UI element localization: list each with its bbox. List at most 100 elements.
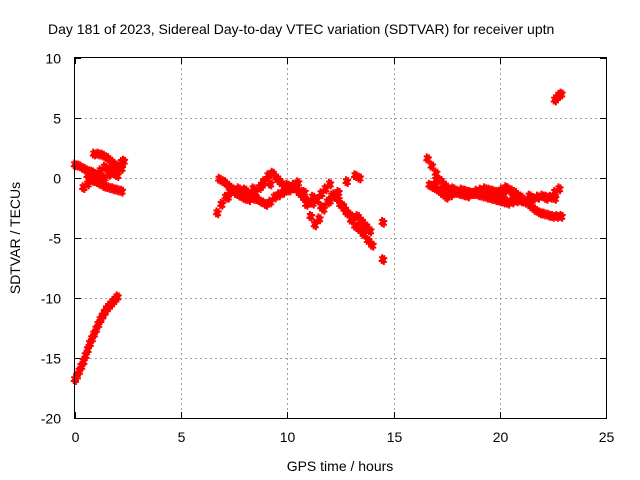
data-point-overplot <box>100 161 107 168</box>
data-point-overplot <box>115 161 122 168</box>
data-point-overplot <box>557 211 564 217</box>
data-point-overplot <box>100 181 107 187</box>
data-point-overplot <box>117 185 124 192</box>
data-point-overplot <box>518 196 525 203</box>
data-point-overplot <box>517 191 524 198</box>
data-point-overplot <box>366 225 373 232</box>
data-point-overplot <box>557 188 564 195</box>
data-point-overplot <box>430 182 437 189</box>
data-point-overplot <box>91 333 98 340</box>
data-point-overplot <box>432 167 439 174</box>
data-point-overplot <box>343 176 350 183</box>
chart-title: Day 181 of 2023, Sidereal Day-to-day VTE… <box>48 21 554 37</box>
data-point-overplot <box>253 194 260 201</box>
data-point-overplot <box>535 196 542 203</box>
data-point-overplot <box>219 203 226 210</box>
y-tick-label: -10 <box>41 291 61 307</box>
data-point-overplot <box>262 199 269 205</box>
y-tick-label: 10 <box>45 51 61 67</box>
data-point-overplot <box>510 196 517 203</box>
data-point-overplot <box>485 184 492 191</box>
data-point-overplot <box>87 343 94 349</box>
data-point-overplot <box>283 179 290 186</box>
data-point-overplot <box>219 176 226 183</box>
data-point-overplot <box>362 220 369 227</box>
data-point-overplot <box>540 208 547 215</box>
data-point-overplot <box>249 183 256 190</box>
data-point-overplot <box>340 203 347 210</box>
data-point-overplot <box>466 187 473 193</box>
data-point-overplot <box>444 196 451 203</box>
data-point-overplot <box>481 183 488 190</box>
y-tick-label: -5 <box>49 231 62 247</box>
data-point-overplot <box>323 188 330 195</box>
data-point-overplot <box>242 189 249 196</box>
data-point-overplot <box>353 211 360 217</box>
data-point-overplot <box>379 217 386 223</box>
data-point-overplot <box>425 179 432 186</box>
data-point-overplot <box>96 323 103 330</box>
data-point-overplot <box>89 338 96 345</box>
data-point-overplot <box>79 163 86 169</box>
data-point-overplot <box>88 173 95 180</box>
data-point-overplot <box>438 188 445 195</box>
data-point-overplot <box>330 189 337 196</box>
data-point-overplot <box>483 189 490 196</box>
data-point-overplot <box>109 183 116 190</box>
data-point-overplot <box>527 195 534 202</box>
data-point-overplot <box>491 188 498 195</box>
data-point-overplot <box>98 170 105 177</box>
data-point-overplot <box>79 365 86 372</box>
x-tick-label: 25 <box>599 429 615 445</box>
data-point-overplot <box>94 148 101 155</box>
data-point-overplot <box>293 188 300 195</box>
data-point-overplot <box>448 194 455 201</box>
data-point-overplot <box>103 152 110 159</box>
data-point-overplot <box>433 179 440 186</box>
data-point-overplot <box>557 88 564 95</box>
data-point-overplot <box>285 184 292 191</box>
data-point-overplot <box>94 328 101 335</box>
data-point-overplot <box>215 212 222 219</box>
data-point-overplot <box>251 188 258 195</box>
data-point-overplot <box>83 355 90 361</box>
data-point-overplot <box>525 190 532 197</box>
data-point-overplot <box>224 179 231 186</box>
data-point-overplot <box>92 176 99 183</box>
x-tick-label: 5 <box>178 429 186 445</box>
data-point-overplot <box>294 177 301 184</box>
data-point-overplot <box>370 244 377 251</box>
data-point-overplot <box>368 230 375 237</box>
data-point-overplot <box>360 229 367 235</box>
data-point-overplot <box>120 155 127 162</box>
data-point-overplot <box>380 221 387 228</box>
data-point-overplot <box>534 191 541 198</box>
data-point-overplot <box>502 182 509 189</box>
data-point-overplot <box>326 178 333 185</box>
data-point-overplot <box>508 191 515 198</box>
data-point-overplot <box>75 160 82 167</box>
data-point-overplot <box>276 194 283 201</box>
data-point-overplot <box>319 206 326 213</box>
series-track-late-high <box>550 88 566 106</box>
data-point-overplot <box>292 183 299 190</box>
data-point-overplot <box>476 193 483 199</box>
data-point-overplot <box>442 184 449 191</box>
series-track-early-rising <box>70 291 122 385</box>
y-tick-label: 5 <box>53 111 61 127</box>
data-point-overplot <box>484 194 491 201</box>
data-point-overplot <box>117 166 124 173</box>
data-point-overplot <box>311 219 318 226</box>
data-point-overplot <box>275 189 282 196</box>
data-point-overplot <box>306 211 313 217</box>
data-point-overplot <box>310 196 317 203</box>
data-point-overplot <box>327 183 334 190</box>
plot-frame <box>74 57 607 419</box>
data-point-overplot <box>506 184 513 191</box>
axis-ticks: 0 5 10 15 20 25 -20 -15 -10 -5 0 5 10 <box>41 51 615 446</box>
data-point-overplot <box>264 203 271 210</box>
x-tick-label: 15 <box>387 429 403 445</box>
data-point-overplot <box>258 179 265 186</box>
data-point-overplot <box>225 196 232 203</box>
